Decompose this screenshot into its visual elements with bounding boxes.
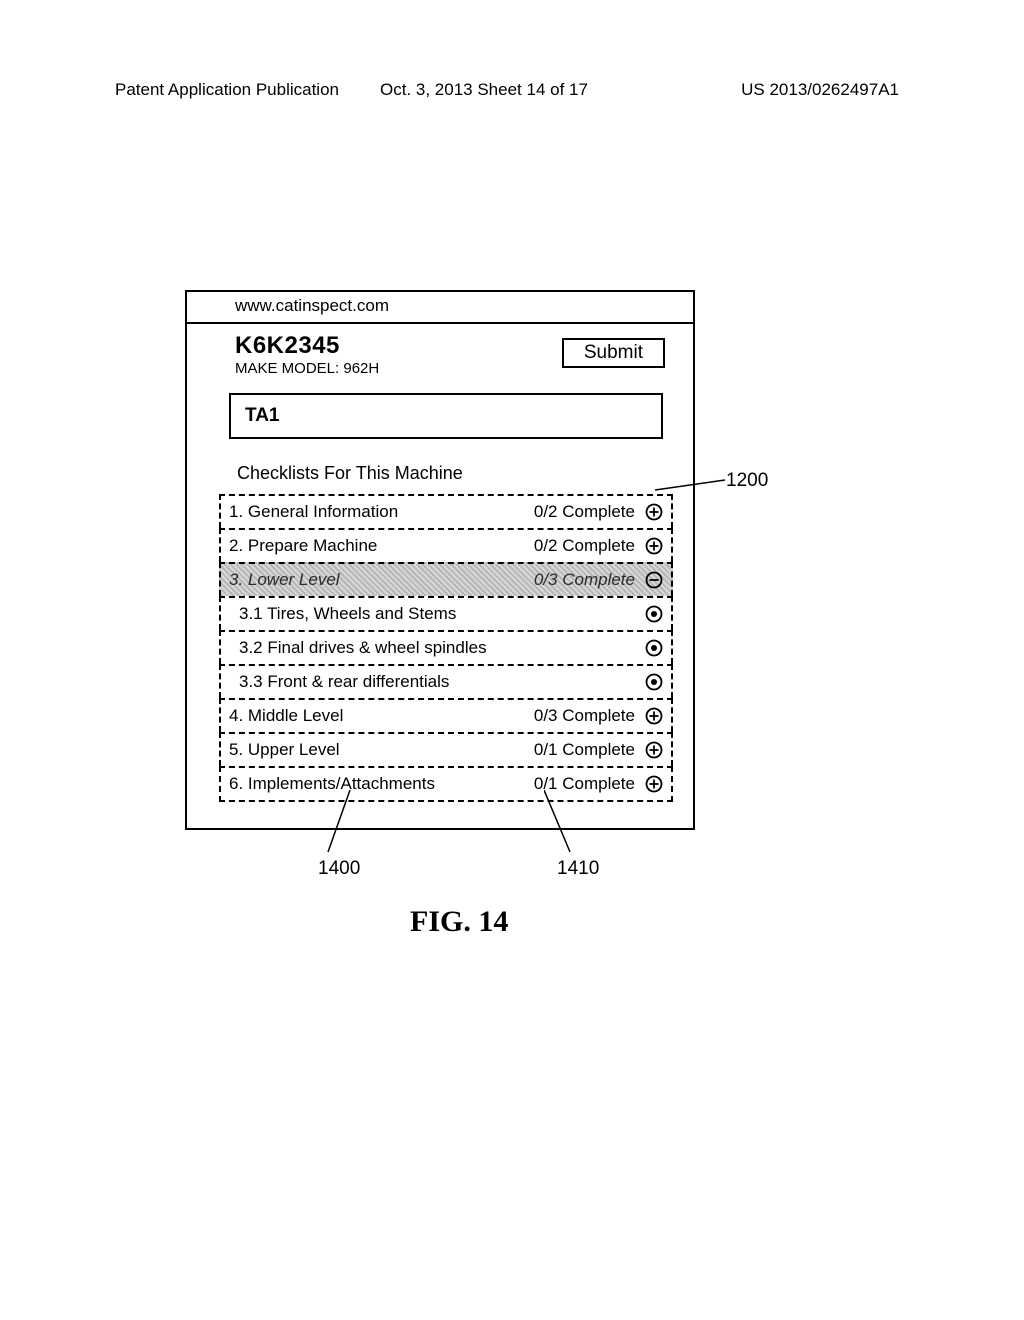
checklist-row[interactable]: 2. Prepare Machine0/2 Complete bbox=[219, 528, 673, 562]
make-model: MAKE MODEL: 962H bbox=[235, 360, 379, 377]
row-label: 3.2 Final drives & wheel spindles bbox=[239, 638, 645, 658]
row-complete: 0/2 Complete bbox=[534, 536, 635, 556]
row-label: 3.1 Tires, Wheels and Stems bbox=[239, 604, 645, 624]
row-label: 4. Middle Level bbox=[229, 706, 534, 726]
checklist-row[interactable]: 3.3 Front & rear differentials bbox=[219, 664, 673, 698]
checklist-row[interactable]: 6. Implements/Attachments0/1 Complete bbox=[219, 766, 673, 802]
expand-icon[interactable] bbox=[645, 537, 663, 555]
expand-icon[interactable] bbox=[645, 707, 663, 725]
row-label: 5. Upper Level bbox=[229, 740, 534, 760]
ref-1400: 1400 bbox=[318, 858, 360, 880]
expand-icon[interactable] bbox=[645, 503, 663, 521]
collapse-icon[interactable] bbox=[645, 571, 663, 589]
checklist-row[interactable]: 3.2 Final drives & wheel spindles bbox=[219, 630, 673, 664]
bullet-icon bbox=[645, 605, 663, 623]
checklist-heading: Checklists For This Machine bbox=[219, 463, 673, 494]
row-label: 6. Implements/Attachments bbox=[229, 774, 534, 794]
device-frame: www.catinspect.com K6K2345 MAKE MODEL: 9… bbox=[185, 290, 695, 830]
bullet-icon bbox=[645, 639, 663, 657]
expand-icon[interactable] bbox=[645, 741, 663, 759]
submit-button[interactable]: Submit bbox=[562, 338, 665, 368]
row-label: 1. General Information bbox=[229, 502, 534, 522]
row-complete: 0/2 Complete bbox=[534, 502, 635, 522]
checklist-row[interactable]: 5. Upper Level0/1 Complete bbox=[219, 732, 673, 766]
bullet-icon bbox=[645, 673, 663, 691]
checklist-row[interactable]: 4. Middle Level0/3 Complete bbox=[219, 698, 673, 732]
header-center: Oct. 3, 2013 Sheet 14 of 17 bbox=[380, 80, 588, 100]
row-complete: 0/3 Complete bbox=[534, 706, 635, 726]
machine-serial: K6K2345 bbox=[235, 332, 379, 360]
row-complete: 0/1 Complete bbox=[534, 740, 635, 760]
row-label: 3. Lower Level bbox=[229, 570, 534, 590]
row-label: 3.3 Front & rear differentials bbox=[239, 672, 645, 692]
figure-label: FIG. 14 bbox=[410, 905, 508, 939]
ref-1200: 1200 bbox=[726, 470, 768, 492]
row-complete: 0/3 Complete bbox=[534, 570, 635, 590]
ref-1410: 1410 bbox=[557, 858, 599, 880]
expand-icon[interactable] bbox=[645, 775, 663, 793]
checklist-rows: 1. General Information0/2 Complete2. Pre… bbox=[219, 494, 673, 802]
header-right: US 2013/0262497A1 bbox=[741, 80, 899, 100]
header-left: Patent Application Publication bbox=[115, 80, 339, 100]
checklist-row[interactable]: 1. General Information0/2 Complete bbox=[219, 494, 673, 528]
row-label: 2. Prepare Machine bbox=[229, 536, 534, 556]
checklist-row[interactable]: 3. Lower Level0/3 Complete bbox=[219, 562, 673, 596]
checklist-row[interactable]: 3.1 Tires, Wheels and Stems bbox=[219, 596, 673, 630]
url-bar: www.catinspect.com bbox=[187, 292, 693, 324]
ta-selector[interactable]: TA1 bbox=[229, 393, 663, 439]
